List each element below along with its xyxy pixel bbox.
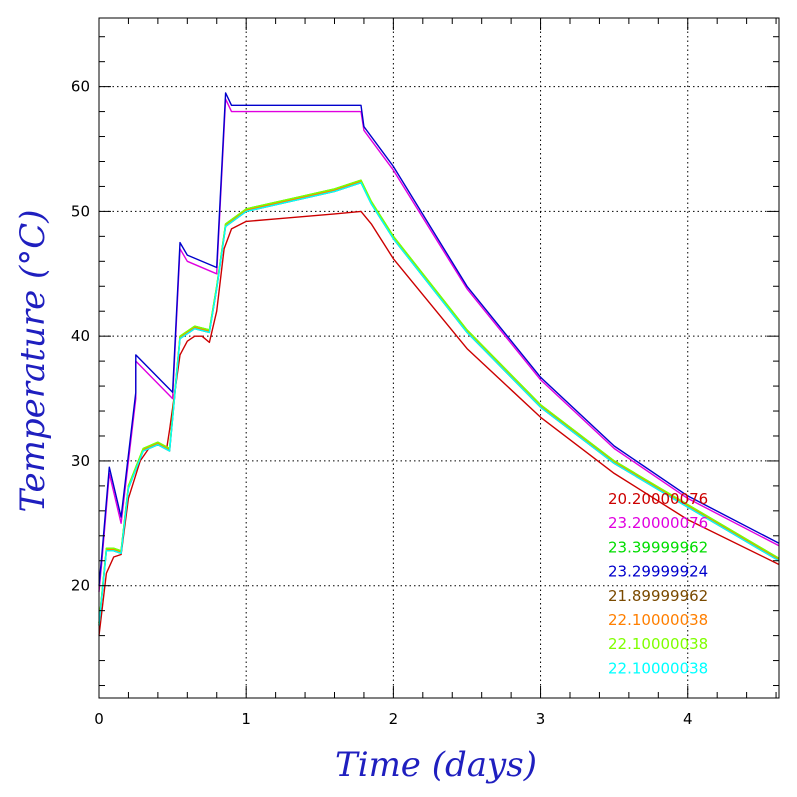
y-tick-label: 20 xyxy=(71,577,90,595)
y-tick-label: 60 xyxy=(71,78,90,96)
x-tick-label: 1 xyxy=(241,710,251,728)
series-line-1 xyxy=(98,210,780,636)
series-line-3 xyxy=(98,179,780,624)
legend-entry-8: 22.10000038 xyxy=(608,659,708,677)
series-line-8 xyxy=(98,181,780,626)
plot-frame xyxy=(98,17,780,699)
x-tick-label: 3 xyxy=(536,710,546,728)
series-line-6 xyxy=(98,180,780,625)
y-tick-label: 50 xyxy=(71,202,90,220)
legend: 20.20000076 23.20000076 23.39999962 23.2999… xyxy=(608,490,708,677)
series-line-4 xyxy=(98,92,780,586)
tick-labels: 0 1 2 3 4 20 30 40 50 60 xyxy=(71,78,693,728)
series-lines xyxy=(98,92,780,636)
grid xyxy=(99,18,779,698)
y-tick-label: 30 xyxy=(71,452,90,470)
y-tick-label: 40 xyxy=(71,327,90,345)
legend-entry-2: 23.20000076 xyxy=(608,514,708,532)
x-tick-label: 0 xyxy=(94,710,104,728)
x-axis-title: Time (days) xyxy=(335,745,537,785)
legend-entry-3: 23.39999962 xyxy=(608,538,708,556)
x-tick-label: 4 xyxy=(683,710,693,728)
legend-entry-7: 22.10000038 xyxy=(608,635,708,653)
legend-entry-5: 21.89999962 xyxy=(608,587,708,605)
legend-entry-1: 20.20000076 xyxy=(608,490,708,508)
y-axis-title: Temperature (°C) xyxy=(13,209,53,512)
legend-entry-4: 23.29999924 xyxy=(608,563,708,581)
series-line-7 xyxy=(98,179,780,624)
legend-entry-6: 22.10000038 xyxy=(608,611,708,629)
series-line-5 xyxy=(98,181,780,626)
axis-ticks xyxy=(98,18,779,698)
x-tick-label: 2 xyxy=(389,710,399,728)
